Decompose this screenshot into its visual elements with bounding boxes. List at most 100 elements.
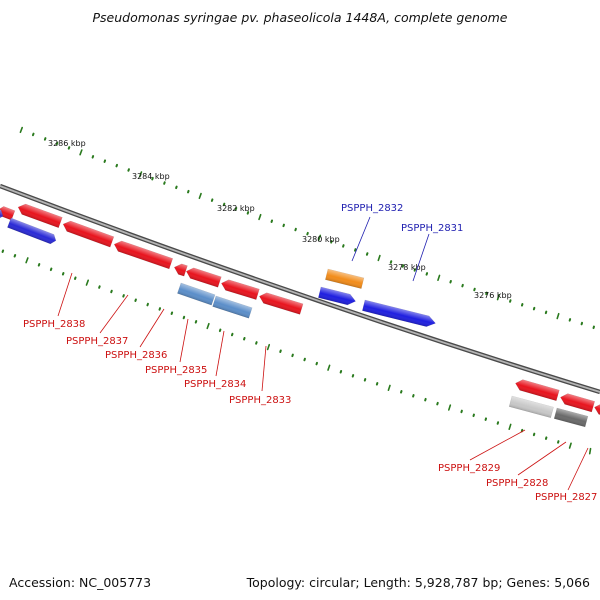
- scale-tick: [496, 294, 500, 301]
- scale-tick: [270, 219, 274, 223]
- scale-tick: [387, 384, 391, 392]
- scale-tick: [377, 254, 381, 262]
- gene-feature[interactable]: [514, 378, 560, 402]
- leader-line: [215, 330, 225, 377]
- gene-psp-2833[interactable]: [220, 278, 260, 300]
- scale-tick: [163, 181, 166, 185]
- scale-tick: [588, 447, 592, 455]
- scale-tick: [375, 382, 379, 386]
- scale-tick: [210, 198, 214, 202]
- gene-label[interactable]: PSPPH_2836: [105, 350, 167, 361]
- gene-label[interactable]: PSPPH_2837: [66, 336, 128, 347]
- scale-tick: [327, 364, 331, 371]
- gene-psp-2836[interactable]: [112, 239, 174, 270]
- scale-tick: [13, 254, 17, 258]
- leader-line: [517, 441, 567, 476]
- scale-tick: [67, 146, 71, 150]
- scale-tick: [134, 298, 137, 302]
- scale-tick: [198, 192, 202, 200]
- scale-tick: [354, 248, 357, 252]
- scale-tick: [294, 227, 297, 232]
- scale-tick: [25, 257, 29, 264]
- scale-label: 3282 kbp: [217, 204, 255, 213]
- scale-tick: [317, 234, 322, 241]
- gene-label[interactable]: PSPPH_2835: [145, 365, 207, 376]
- scale-tick: [73, 276, 77, 280]
- leader-line: [469, 429, 526, 461]
- scale-tick: [91, 155, 95, 159]
- scale-tick: [19, 126, 23, 134]
- gene-feature[interactable]: [0, 205, 16, 221]
- scale-tick: [363, 378, 367, 382]
- scale-tick: [339, 369, 343, 374]
- scale-tick: [187, 189, 190, 194]
- gene-psp-2829[interactable]: [508, 395, 554, 419]
- gene-psp-2831[interactable]: [362, 299, 436, 329]
- scale-tick: [330, 240, 333, 244]
- genome-summary-text: Topology: circular; Length: 5,928,787 bp…: [246, 575, 590, 590]
- scale-tick: [282, 223, 285, 228]
- scale-label: 3278 kbp: [388, 263, 426, 272]
- gene-label[interactable]: PSPPH_2833: [229, 395, 291, 406]
- scale-tick: [31, 132, 35, 137]
- scale-tick: [55, 141, 59, 146]
- scale-tick: [103, 159, 107, 163]
- scale-tick: [122, 294, 125, 298]
- leader-line: [57, 272, 73, 317]
- scale-tick: [85, 279, 90, 286]
- leader-line: [261, 345, 267, 392]
- gene-label[interactable]: PSPPH_2831: [401, 223, 463, 234]
- scale-tick: [437, 274, 441, 281]
- scale-tick: [246, 211, 250, 215]
- gene-psp-2835[interactable]: [173, 262, 188, 277]
- gene-psp-2838[interactable]: [16, 202, 63, 229]
- scale-tick: [170, 311, 174, 315]
- gene-label[interactable]: PSPPH_2827: [535, 492, 597, 503]
- accession-text: Accession: NC_005773: [9, 575, 152, 590]
- gene-psp-2828[interactable]: [553, 407, 589, 428]
- scale-tick: [98, 285, 101, 289]
- gene-label[interactable]: PSPPH_2828: [486, 478, 548, 489]
- gene-track: [0, 202, 600, 428]
- leader-line: [139, 308, 165, 348]
- gene-feature[interactable]: [559, 392, 595, 413]
- gene-label[interactable]: PSPPH_2838: [23, 319, 85, 330]
- gene-feature[interactable]: [7, 217, 57, 245]
- gene-psp-2832[interactable]: [325, 268, 365, 289]
- gene-label[interactable]: PSPPH_2829: [438, 463, 500, 474]
- gene-label[interactable]: PSPPH_2832: [341, 203, 403, 214]
- scale-label: 3284 kbp: [132, 172, 170, 181]
- gene-feature[interactable]: [0, 204, 5, 221]
- gene-labels: PSPPH_2838 PSPPH_2837 PSPPH_2836 PSPPH_2…: [23, 203, 597, 503]
- scale-tick: [508, 423, 512, 431]
- scale-tick: [351, 374, 355, 378]
- scale-tick: [425, 272, 429, 276]
- leader-line: [567, 447, 589, 491]
- scale-tick: [303, 357, 306, 362]
- scale-tick: [266, 343, 271, 351]
- scale-tick: [158, 307, 162, 311]
- scale-tick: [306, 231, 309, 236]
- gene-feature[interactable]: [177, 282, 216, 306]
- scale-tick: [1, 249, 5, 253]
- label-leaders: [57, 216, 589, 491]
- gene-feature[interactable]: [318, 286, 357, 307]
- gene-psp-2837[interactable]: [61, 219, 115, 248]
- gene-psp-2834[interactable]: [185, 266, 222, 288]
- scale-ticks-outer: [19, 126, 595, 455]
- gene-feature[interactable]: [258, 291, 304, 315]
- scale-tick: [37, 263, 41, 267]
- scale-tick: [389, 260, 393, 264]
- scale-label: 3286 kbp: [48, 139, 86, 148]
- scale-tick: [218, 328, 222, 333]
- gene-label[interactable]: PSPPH_2834: [184, 379, 246, 390]
- scale-tick: [206, 322, 210, 330]
- scale-tick: [401, 264, 405, 268]
- gene-feature[interactable]: [212, 295, 253, 319]
- scale-labels: 3286 kbp 3284 kbp 3282 kbp 3280 kbp 3278…: [48, 139, 512, 300]
- scale-tick: [110, 289, 113, 294]
- scale-tick: [255, 341, 258, 345]
- scale-label: 3280 kbp: [302, 235, 340, 244]
